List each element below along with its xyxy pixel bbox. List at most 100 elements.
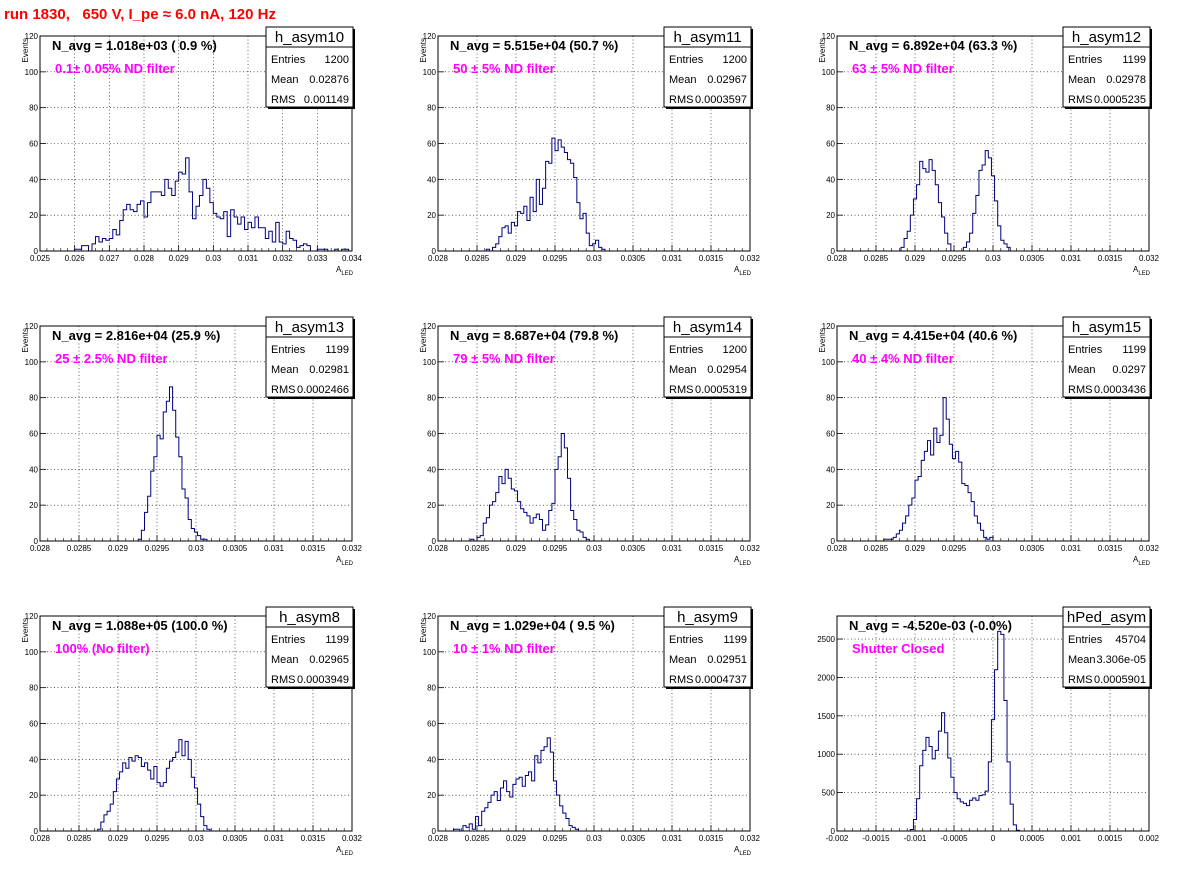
- x-tick-label: 0.001: [1061, 834, 1082, 843]
- x-axis-label: ALED: [734, 265, 752, 277]
- y-axis-label: Events: [419, 38, 428, 62]
- y-axis-label: Events: [21, 618, 30, 642]
- stats-value: 1199: [723, 634, 747, 646]
- stats-value: 0.0005901: [1094, 674, 1146, 686]
- stats-box: h_asym8 Entries 1199 Mean 0.02965 RMS 0.000394…: [265, 606, 355, 689]
- y-axis-label: Events: [818, 328, 827, 352]
- x-tick-label: 0.033: [307, 254, 328, 263]
- navg-label: N_avg = 6.892e+04 (63.3 %): [849, 38, 1017, 53]
- stats-value: 0.02981: [309, 364, 349, 376]
- x-tick-label: 0.0315: [699, 834, 724, 843]
- x-tick-label: 0.03: [206, 254, 222, 263]
- y-tick-label: 120: [423, 612, 437, 621]
- stats-box: hPed_asym Entries 45704 Mean 3.306e-05 RMS 0.0…: [1062, 606, 1152, 689]
- x-tick-label: 0: [991, 834, 996, 843]
- x-tick-label: 0.0285: [465, 254, 490, 263]
- y-tick-label: 60: [826, 430, 835, 439]
- x-tick-label: 0.031: [1061, 544, 1082, 553]
- x-tick-label: 0.03: [985, 544, 1001, 553]
- y-tick-label: 20: [427, 791, 436, 800]
- x-tick-label: 0.0015: [1098, 834, 1123, 843]
- y-tick-label: 100: [25, 358, 39, 367]
- y-tick-label: 120: [423, 322, 437, 331]
- histogram-line: [97, 739, 211, 831]
- stats-label: RMS: [271, 674, 295, 686]
- stats-label: Mean: [1068, 364, 1096, 376]
- stats-label: Entries: [271, 344, 306, 356]
- x-tick-label: 0.029: [506, 254, 527, 263]
- y-tick-label: 120: [25, 322, 39, 331]
- y-tick-label: 60: [826, 140, 835, 149]
- y-tick-label: 60: [29, 720, 38, 729]
- stats-label: Mean: [271, 364, 299, 376]
- histogram-panel-h_asym8: 0.028 0.0285 0.029 0.0295 0.03 0.0305 0.031 0.0…: [21, 606, 363, 857]
- stats-label: Entries: [1068, 344, 1103, 356]
- filter-annotation: 100% (No filter): [55, 641, 150, 656]
- x-tick-label: 0.032: [1139, 254, 1160, 263]
- histogram-panel-h_asym13: 0.028 0.0285 0.029 0.0295 0.03 0.0305 0.031 0.0…: [21, 316, 363, 567]
- x-tick-label: 0.028: [30, 544, 51, 553]
- y-tick-label: 120: [822, 32, 836, 41]
- page-title: run 1830, 650 V, I_pe ≈ 6.0 nA, 120 Hz: [4, 6, 276, 23]
- x-tick-label: 0.0305: [621, 834, 646, 843]
- x-tick-label: 0.032: [1139, 544, 1160, 553]
- stats-value: 0.0002466: [297, 384, 349, 396]
- y-tick-label: 100: [423, 68, 437, 77]
- filter-annotation: 79 ± 5% ND filter: [453, 351, 555, 366]
- x-tick-label: 0.028: [428, 544, 449, 553]
- navg-label: N_avg = 5.515e+04 (50.7 %): [450, 38, 618, 53]
- stats-value: 1200: [325, 54, 349, 66]
- histogram-line: [137, 386, 208, 541]
- y-tick-label: 1000: [817, 750, 835, 759]
- y-tick-label: 120: [25, 32, 39, 41]
- y-tick-label: 0: [432, 537, 437, 546]
- navg-label: N_avg = 8.687e+04 (79.8 %): [450, 328, 618, 343]
- y-tick-label: 80: [427, 104, 436, 113]
- stats-value: 1200: [723, 344, 747, 356]
- x-tick-label: 0.0315: [699, 544, 724, 553]
- x-tick-label: 0.029: [169, 254, 190, 263]
- stats-value: 0.0003949: [297, 674, 349, 686]
- stats-box: h_asym14 Entries 1200 Mean 0.02954 RMS 0.00053…: [663, 316, 753, 399]
- x-tick-label: 0.028: [428, 254, 449, 263]
- stats-label: RMS: [669, 674, 693, 686]
- stats-label: Entries: [271, 54, 306, 66]
- x-tick-label: 0.0005: [1020, 834, 1045, 843]
- histogram-line: [74, 157, 352, 252]
- y-tick-label: 0: [432, 247, 437, 256]
- navg-label: N_avg = 1.029e+04 ( 9.5 %): [450, 618, 615, 633]
- y-axis-label: Events: [419, 328, 428, 352]
- navg-label: N_avg = 1.018e+03 ( 0.9 %): [52, 38, 217, 53]
- x-tick-label: 0.03: [586, 544, 602, 553]
- x-tick-label: 0.03: [586, 254, 602, 263]
- stats-label: Mean: [669, 654, 697, 666]
- y-tick-label: 120: [822, 322, 836, 331]
- x-tick-label: 0.0295: [145, 544, 170, 553]
- stats-value: 0.0003597: [695, 94, 747, 106]
- x-tick-label: 0.034: [342, 254, 363, 263]
- y-tick-label: 80: [427, 394, 436, 403]
- histogram-panel-h_asym9: 0.028 0.0285 0.029 0.0295 0.03 0.0305 0.031 0.0…: [419, 606, 761, 857]
- x-tick-label: -0.0015: [862, 834, 890, 843]
- histogram-name: h_asym12: [1072, 29, 1141, 46]
- y-tick-label: 100: [822, 68, 836, 77]
- x-tick-label: 0.03: [188, 834, 204, 843]
- stats-value: 0.0004737: [695, 674, 747, 686]
- histogram-name: h_asym15: [1072, 319, 1141, 336]
- x-tick-label: 0.032: [342, 544, 363, 553]
- stats-label: Mean: [669, 74, 697, 86]
- stats-value: 45704: [1115, 634, 1146, 646]
- y-tick-label: 20: [29, 211, 38, 220]
- histogram-name: h_asym11: [673, 29, 741, 46]
- y-tick-label: 120: [25, 612, 39, 621]
- histogram-line: [883, 397, 994, 541]
- y-tick-label: 1500: [817, 712, 835, 721]
- stats-box: h_asym12 Entries 1199 Mean 0.02978 RMS 0.00052…: [1062, 26, 1152, 109]
- y-tick-label: 2000: [817, 673, 835, 682]
- x-tick-label: 0.028: [134, 254, 155, 263]
- stats-label: Mean: [1068, 74, 1096, 86]
- y-tick-label: 100: [423, 648, 437, 657]
- stats-value: 0.02978: [1106, 74, 1146, 86]
- histogram-panel-h_asym10: 0.025 0.026 0.027 0.028 0.029 0.03 0.031 0.032 0…: [21, 26, 363, 277]
